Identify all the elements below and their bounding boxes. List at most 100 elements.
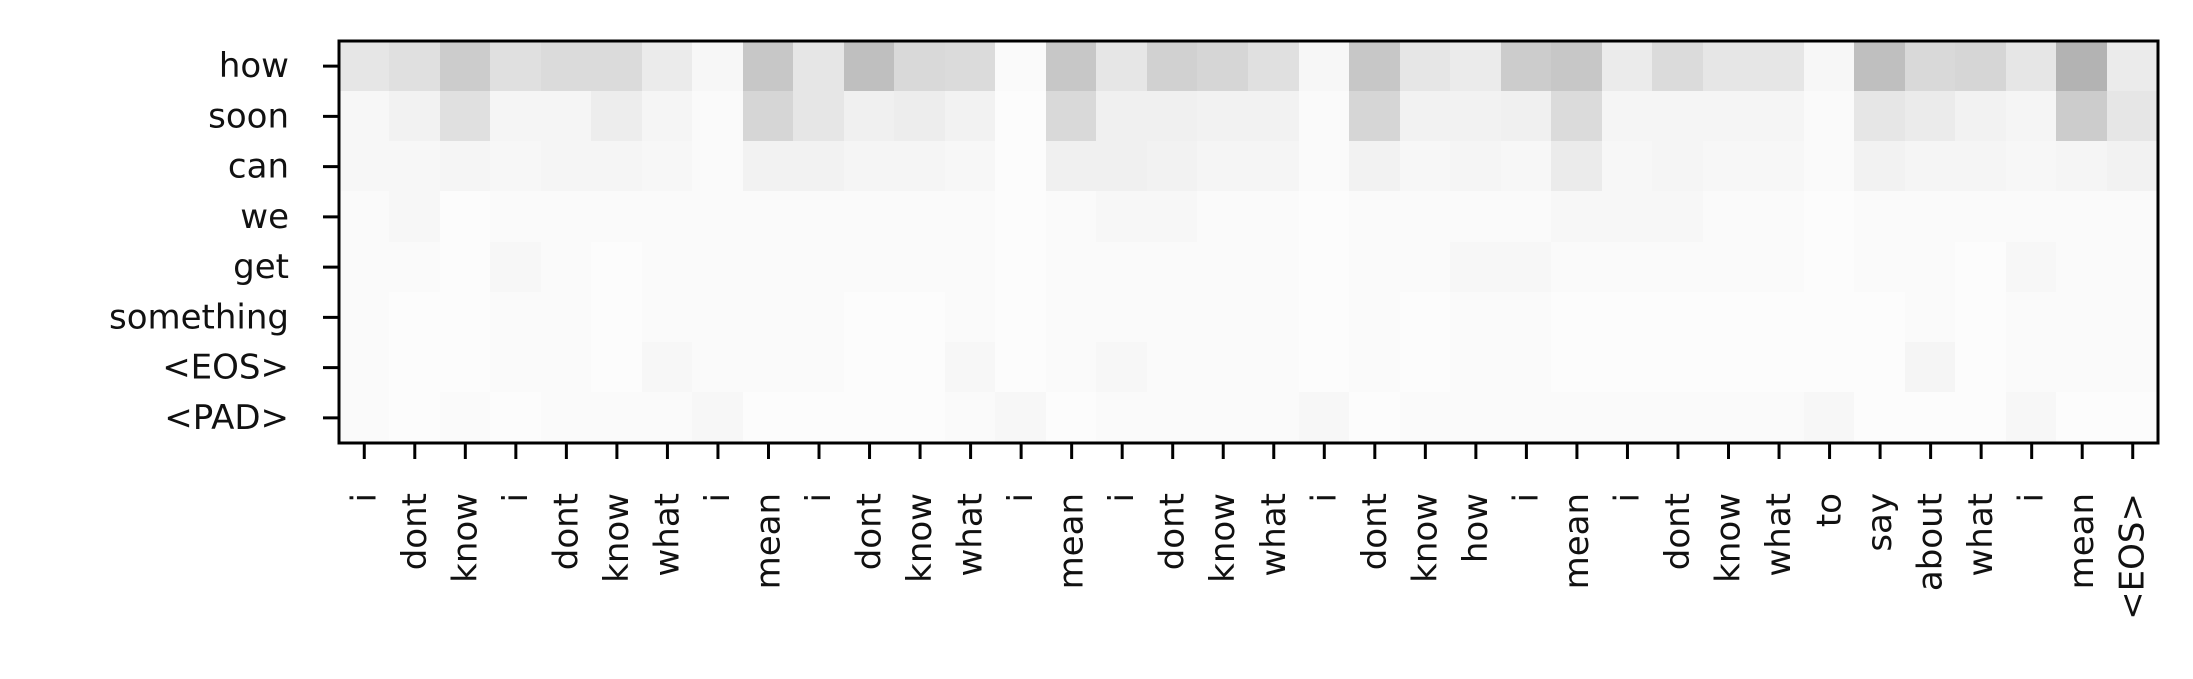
- heatmap-cell: [2006, 392, 2057, 444]
- heatmap-cell: [1804, 392, 1855, 444]
- heatmap-cell: [541, 91, 592, 142]
- heatmap-cell: [1349, 41, 1401, 92]
- heatmap-cell: [1349, 141, 1401, 192]
- heatmap-cell: [1197, 292, 1249, 343]
- heatmap-cell: [1804, 242, 1855, 293]
- heatmap-cell: [743, 292, 794, 343]
- heatmap-cell: [894, 141, 946, 192]
- heatmap-cell: [995, 342, 1047, 393]
- heatmap-cell: [541, 141, 592, 192]
- heatmap-cell: [1804, 91, 1855, 142]
- heatmap-cell: [1602, 292, 1653, 343]
- heatmap-cell: [1955, 191, 2007, 243]
- heatmap-cell: [1349, 292, 1401, 343]
- x-tick-label: i: [2012, 493, 2052, 502]
- heatmap-cell: [1905, 392, 1956, 444]
- heatmap-cell: [1652, 191, 1704, 243]
- heatmap-cell: [1551, 342, 1603, 393]
- heatmap-cell: [1046, 141, 1097, 192]
- heatmap-cell: [692, 342, 744, 393]
- heatmap-cell: [1854, 141, 1906, 192]
- heatmap-cell: [440, 292, 491, 343]
- x-tick-label: know: [900, 493, 940, 583]
- heatmap-cell: [1804, 292, 1855, 343]
- heatmap-cell: [1299, 392, 1350, 444]
- heatmap-cell: [1147, 141, 1198, 192]
- heatmap-cell: [1955, 342, 2007, 393]
- heatmap-cell: [1400, 342, 1451, 393]
- heatmap-cell: [1955, 141, 2007, 192]
- heatmap-cell: [591, 342, 643, 393]
- x-tick-label: what: [1254, 493, 1294, 577]
- heatmap-cell: [1299, 191, 1350, 243]
- heatmap-cell: [1753, 191, 1805, 243]
- heatmap-cell: [1804, 141, 1855, 192]
- heatmap-cell: [1551, 242, 1603, 293]
- heatmap-cell: [793, 141, 845, 192]
- heatmap-cell: [1703, 342, 1754, 393]
- heatmap-cell: [1147, 242, 1198, 293]
- x-tick-label: <EOS>: [2113, 493, 2153, 620]
- heatmap-cell: [945, 292, 996, 343]
- heatmap-cell: [1602, 392, 1653, 444]
- heatmap-cell: [1955, 392, 2007, 444]
- heatmap-cell: [1501, 91, 1552, 142]
- heatmap-cell: [1652, 342, 1704, 393]
- heatmap-cell: [743, 242, 794, 293]
- heatmap-cell: [1197, 91, 1249, 142]
- heatmap-cell: [1501, 141, 1552, 192]
- heatmap-cell: [2056, 292, 2108, 343]
- y-tick-label: how: [219, 46, 289, 86]
- heatmap-cell: [692, 191, 744, 243]
- y-tick-label: <PAD>: [164, 398, 289, 438]
- heatmap-cell: [1197, 191, 1249, 243]
- heatmap-cell: [1905, 342, 1956, 393]
- heatmap-cell: [2006, 292, 2057, 343]
- heatmap-cell: [1703, 242, 1754, 293]
- heatmap-cell: [692, 91, 744, 142]
- heatmap-cell: [1349, 91, 1401, 142]
- heatmap-cell: [1501, 41, 1552, 92]
- heatmap-cell: [1450, 342, 1502, 393]
- heatmap-cell: [1299, 342, 1350, 393]
- heatmap-cell: [1652, 292, 1704, 343]
- x-tick-label: what: [1961, 493, 2001, 577]
- heatmap-cell: [541, 191, 592, 243]
- heatmap-cell: [1905, 41, 1956, 92]
- heatmap-cell: [1753, 141, 1805, 192]
- heatmap-cell: [389, 292, 441, 343]
- heatmap-cell: [894, 191, 946, 243]
- x-tick-label: dont: [546, 493, 586, 570]
- heatmap-cell: [1854, 41, 1906, 92]
- heatmap-cell: [1551, 41, 1603, 92]
- heatmap-cell: [743, 41, 794, 92]
- heatmap-cell: [1147, 91, 1198, 142]
- heatmap-cell: [2006, 242, 2057, 293]
- heatmap-cell: [591, 141, 643, 192]
- heatmap-cell: [2006, 342, 2057, 393]
- heatmap-cell: [2056, 392, 2108, 444]
- heatmap-cell: [1248, 191, 1300, 243]
- heatmap-cell: [440, 141, 491, 192]
- heatmap-cell: [1349, 392, 1401, 444]
- heatmap-cell: [389, 392, 441, 444]
- heatmap-cell: [1602, 342, 1653, 393]
- heatmap-cell: [1096, 292, 1148, 343]
- heatmap-cell: [945, 91, 996, 142]
- heatmap-cell: [389, 342, 441, 393]
- heatmap-cell: [1804, 41, 1855, 92]
- heatmap-cell: [995, 41, 1047, 92]
- heatmap-cell: [1501, 392, 1552, 444]
- y-tick-label: get: [233, 247, 289, 287]
- heatmap-cell: [642, 41, 693, 92]
- heatmap-cell: [1854, 91, 1906, 142]
- heatmap-cell: [995, 292, 1047, 343]
- heatmap-cell: [1955, 41, 2007, 92]
- x-tick-label: mean: [748, 493, 788, 589]
- heatmap-cell: [440, 91, 491, 142]
- heatmap-cell: [591, 292, 643, 343]
- heatmap-cell: [793, 242, 845, 293]
- heatmap-cell: [1147, 392, 1198, 444]
- heatmap-cell: [945, 141, 996, 192]
- heatmap-cell: [2006, 191, 2057, 243]
